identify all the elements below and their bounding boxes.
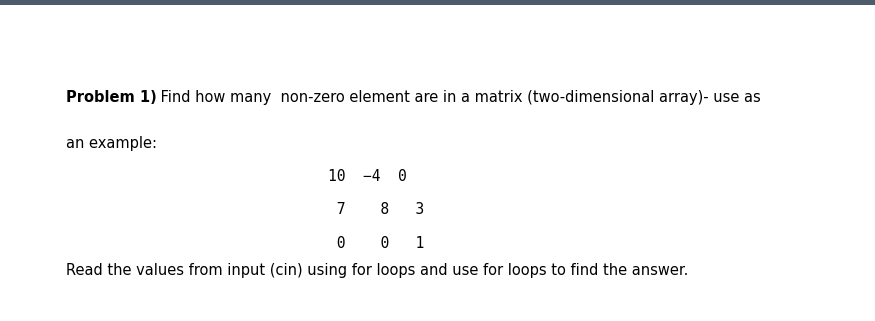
FancyBboxPatch shape [0,0,875,5]
Text: 10  −4  0: 10 −4 0 [328,169,407,184]
Text: Find how many  non-zero element are in a matrix (two-dimensional array)- use as: Find how many non-zero element are in a … [157,90,761,105]
Text: Read the values from input (cin) using for loops and use for loops to find the a: Read the values from input (cin) using f… [66,263,688,278]
Text: 0    0   1: 0 0 1 [328,236,424,251]
Text: Problem 1): Problem 1) [66,90,157,105]
Text: 7    8   3: 7 8 3 [328,202,424,217]
Text: an example:: an example: [66,136,157,152]
